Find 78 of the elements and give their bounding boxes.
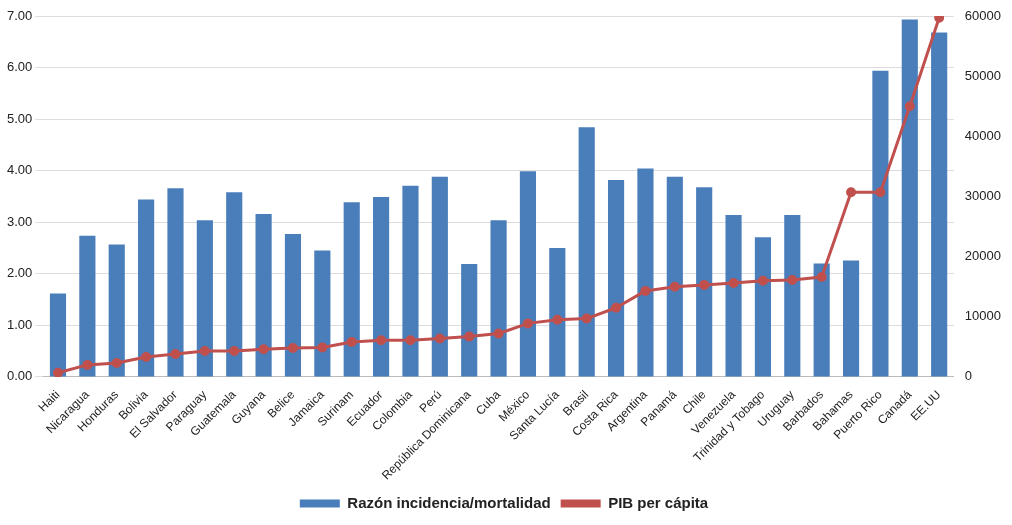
bar [637, 168, 654, 377]
point [669, 281, 680, 292]
bar [343, 202, 360, 377]
bar [373, 196, 390, 377]
y-tick-label: 6.00 [6, 59, 33, 75]
bar [607, 179, 625, 377]
bar [666, 176, 683, 377]
bar [49, 293, 67, 377]
point [875, 187, 886, 198]
point [816, 272, 827, 283]
y2-tick-label: 50000 [964, 67, 1002, 83]
legend-label: Razón incidencia/mortalidad [347, 493, 551, 511]
y2-tick-label: 20000 [964, 248, 1002, 264]
y2-tick-label: 30000 [964, 188, 1002, 204]
legend-label: PIB per cápita [608, 493, 709, 511]
point [640, 285, 651, 296]
point [904, 101, 915, 112]
point [199, 346, 210, 357]
y-tick-label: 1.00 [6, 316, 33, 332]
bar [226, 192, 243, 377]
bar [314, 250, 331, 377]
bar [784, 215, 801, 377]
point [787, 275, 798, 286]
bar [431, 176, 448, 377]
point [111, 358, 122, 369]
bar [813, 263, 830, 377]
y-tick-label: 5.00 [6, 110, 33, 126]
bar [461, 264, 478, 377]
bar [490, 220, 507, 377]
point [728, 278, 739, 289]
point [405, 335, 416, 346]
point [52, 367, 63, 377]
point [464, 331, 475, 342]
point [229, 346, 240, 357]
point [846, 187, 857, 198]
bar [284, 234, 302, 377]
y-tick-label: 2.00 [6, 265, 33, 281]
point [552, 314, 563, 325]
bar [901, 19, 918, 377]
bar [138, 199, 155, 377]
bar [872, 70, 889, 377]
point [346, 337, 357, 348]
point [170, 349, 181, 360]
point [258, 344, 269, 355]
y2-tick-label: 40000 [964, 127, 1002, 143]
bar [519, 171, 537, 377]
bar [108, 244, 125, 377]
point [287, 343, 298, 354]
bar [754, 237, 772, 377]
y-tick-label: 4.00 [6, 162, 33, 178]
point [611, 302, 622, 313]
point [376, 335, 387, 346]
point [699, 279, 710, 290]
point [141, 352, 152, 363]
bar [167, 188, 184, 377]
y-tick-label: 0.00 [6, 368, 33, 384]
y-tick-label: 3.00 [6, 213, 33, 229]
point [317, 342, 328, 353]
bar [842, 260, 860, 377]
point [522, 318, 533, 329]
bar [931, 32, 948, 377]
point [434, 333, 445, 344]
point [757, 275, 768, 286]
y2-tick-label: 0 [964, 368, 973, 384]
bar [255, 213, 272, 377]
bar [549, 248, 566, 377]
bar [402, 185, 419, 377]
bar [196, 220, 213, 377]
bar [725, 215, 742, 377]
bar [79, 235, 96, 377]
point [493, 328, 504, 339]
y2-tick-label: 10000 [964, 308, 1002, 324]
y2-tick-label: 60000 [964, 7, 1002, 23]
bar [696, 187, 713, 377]
bar [578, 127, 595, 377]
point [82, 359, 93, 370]
y-tick-label: 7.00 [6, 7, 33, 23]
point [581, 313, 592, 324]
